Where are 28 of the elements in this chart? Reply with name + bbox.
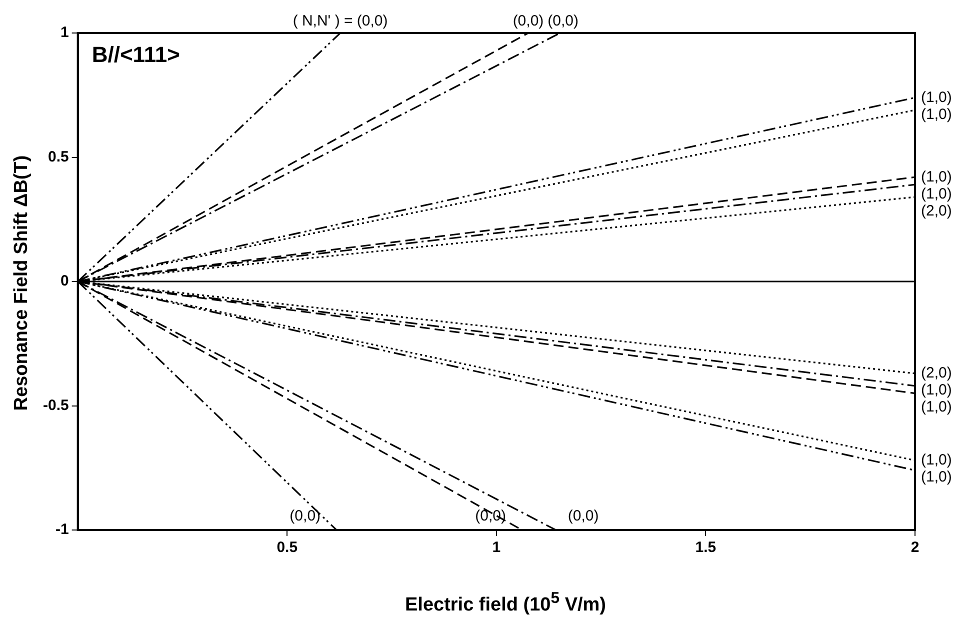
- series-label: (2,0): [921, 202, 952, 220]
- y-tick-label: 0: [60, 272, 69, 290]
- series-label: (1,0): [921, 106, 952, 123]
- y-tick-label: -1: [56, 521, 69, 538]
- annotation: B//<111>: [92, 42, 180, 68]
- series-label: (0,0): [512, 12, 544, 30]
- series-label: ( N,N' ) = (0,0): [292, 12, 388, 30]
- series-label: (2,0): [921, 364, 952, 382]
- x-tick-label: 1.5: [695, 539, 716, 556]
- series-label: (0,0): [568, 508, 599, 525]
- x-tick-label: 2: [910, 539, 920, 556]
- series-label: (1,0): [921, 168, 952, 186]
- series-label: (0,0): [475, 508, 506, 525]
- series-label: (1,0): [921, 88, 952, 106]
- series-label: (1,0): [921, 468, 952, 486]
- x-tick-label: 0.5: [276, 539, 298, 556]
- y-tick-label: 0.5: [48, 148, 69, 166]
- y-axis-title: Resonance Field Shift ΔB(T): [11, 154, 33, 413]
- series-label: (1,0): [921, 452, 952, 469]
- series-label: (0,0): [290, 508, 321, 525]
- x-tick-label: 1: [492, 539, 501, 556]
- y-tick-label: 1: [60, 24, 69, 42]
- y-tick-label: -0.5: [42, 396, 69, 414]
- x-axis-title: Electric field (10$^{5}$ V/m): [404, 590, 607, 616]
- series-label: (1,0): [921, 185, 952, 202]
- series-label: (0,0): [548, 12, 579, 30]
- series-label: (1,0): [921, 398, 952, 416]
- series-label: (1,0): [921, 382, 952, 399]
